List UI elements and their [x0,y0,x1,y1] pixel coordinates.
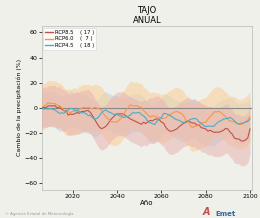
Legend: RCP8.5    ( 17 ), RCP6.0    (  7 ), RCP4.5    ( 18 ): RCP8.5 ( 17 ), RCP6.0 ( 7 ), RCP4.5 ( 18… [43,28,96,50]
Title: TAJO
ANUAL: TAJO ANUAL [133,6,161,25]
Text: A: A [203,207,210,217]
Y-axis label: Cambio de la precipitación (%): Cambio de la precipitación (%) [16,59,22,157]
Text: Emet: Emet [216,211,236,217]
X-axis label: Año: Año [140,200,154,206]
Text: © Agencia Estatal de Meteorología: © Agencia Estatal de Meteorología [5,212,74,216]
